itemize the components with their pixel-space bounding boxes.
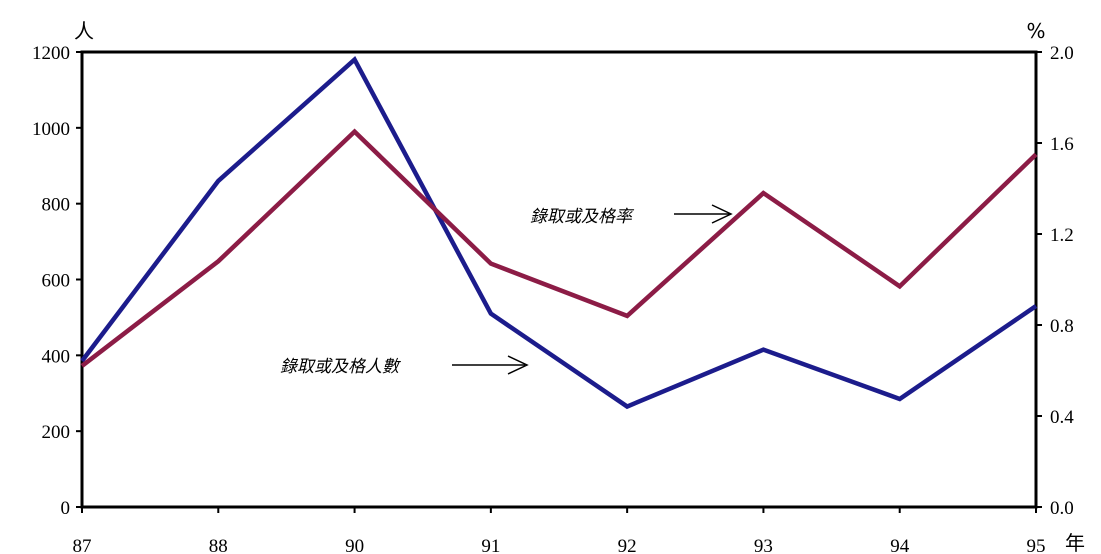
- left-axis-unit: 人: [74, 19, 94, 43]
- x-axis-unit: 年: [1065, 531, 1085, 554]
- series-layer: [80, 56, 1038, 410]
- right-tick-label: 0.0: [1050, 498, 1074, 519]
- x-tick-label: 90: [345, 536, 364, 554]
- rate-annotation-arrow: [674, 204, 733, 224]
- left-tick-label: 400: [42, 346, 71, 367]
- right-axis-ticks: 0.0 0.4 0.8 1.2 1.6 2.0: [1036, 43, 1074, 519]
- x-tick-label: 94: [890, 536, 910, 554]
- right-axis-unit: %: [1026, 19, 1045, 43]
- right-tick-label: 2.0: [1050, 43, 1074, 64]
- x-tick-label: 88: [209, 536, 228, 554]
- left-axis-ticks: 0 200 400 600 800 1000 1200: [32, 43, 82, 519]
- right-tick-label: 0.8: [1050, 316, 1074, 337]
- x-tick-label: 87: [73, 536, 92, 554]
- rate-series-annotation: 錄取或及格率: [530, 207, 635, 227]
- right-tick-label: 1.6: [1050, 134, 1074, 155]
- x-tick-label: 95: [1027, 536, 1046, 554]
- series-line-rate: [80, 128, 1038, 368]
- right-tick-label: 0.4: [1050, 407, 1074, 428]
- count-series-annotation: 錄取或及格人數: [280, 357, 401, 377]
- x-tick-label: 91: [481, 536, 500, 554]
- left-tick-label: 800: [42, 195, 71, 216]
- left-tick-label: 0: [61, 498, 71, 519]
- x-axis-ticks: 87 88 90 91 92 93 94 95: [73, 507, 1046, 554]
- x-tick-label: 93: [754, 536, 773, 554]
- left-tick-label: 600: [42, 271, 71, 292]
- left-tick-label: 1000: [32, 119, 70, 140]
- left-tick-label: 1200: [32, 43, 70, 64]
- count-annotation-arrow: [452, 355, 529, 375]
- series-line-count: [80, 56, 1038, 410]
- x-tick-label: 92: [618, 536, 637, 554]
- right-tick-label: 1.2: [1050, 225, 1074, 246]
- left-tick-label: 200: [42, 422, 71, 443]
